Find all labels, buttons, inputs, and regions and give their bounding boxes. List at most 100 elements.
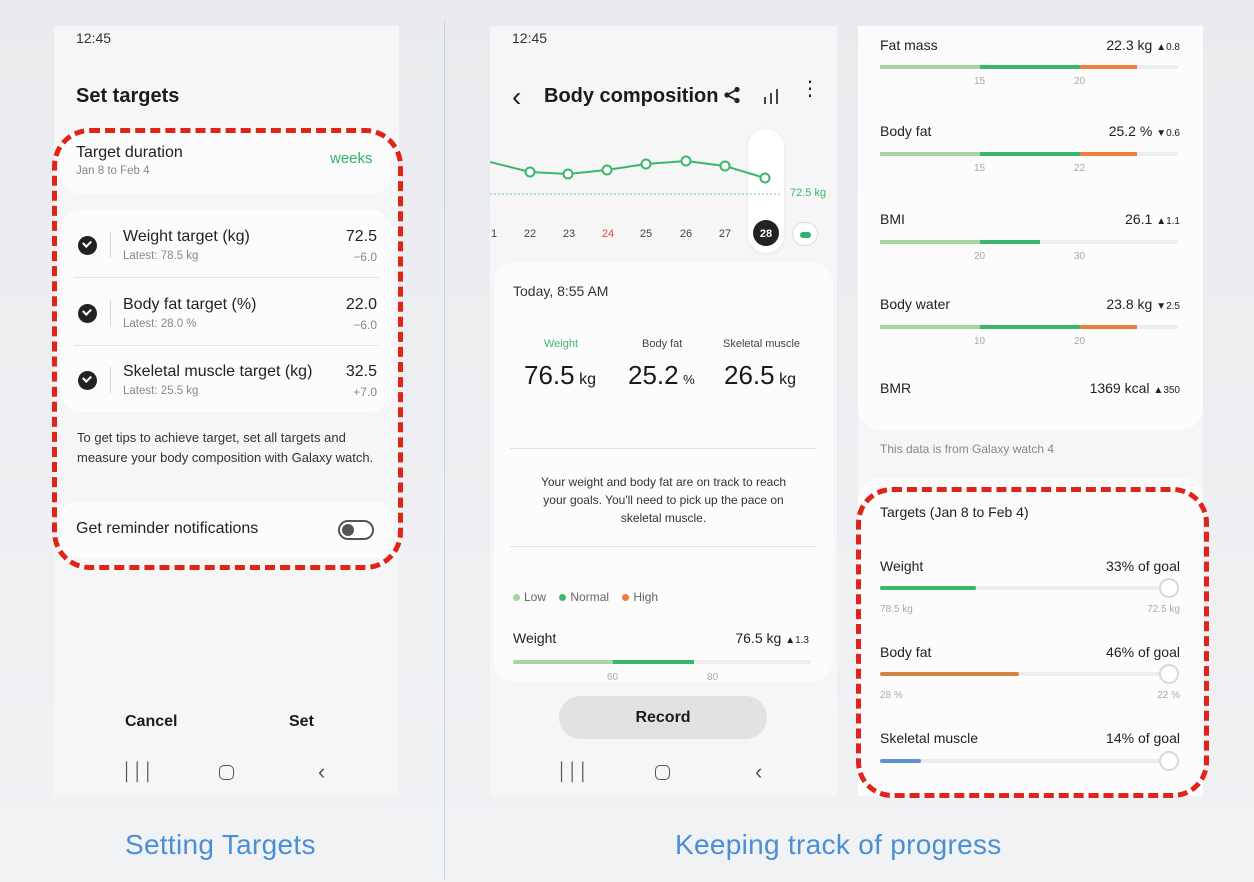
normal-segment [980,65,1080,69]
chart-view-icon[interactable] [762,88,780,104]
weight-target-delta: −6.0 [353,250,377,264]
targets-progress-card: Targets (Jan 8 to Feb 4) Weight 33% of g… [858,478,1203,796]
low-segment [880,240,980,244]
home-icon[interactable] [655,765,670,780]
weight-target-label: Weight target (kg) [123,228,250,245]
day-label[interactable]: 26 [679,228,693,240]
progress-message: Your weight and body fat are on track to… [540,475,787,525]
legend-normal-dot [559,594,567,601]
toggle-knob [342,524,354,536]
weight-range-bar [513,660,811,664]
bodyfat-target-latest: Latest: 28.0 % [123,318,197,330]
row-value: 23.8 kg [1106,296,1153,312]
check-icon[interactable] [78,236,97,255]
cancel-button[interactable]: Cancel [125,713,178,730]
row-value: 22.3 kg [1106,37,1153,53]
muscle-target-label: Skeletal muscle target (kg) [123,363,313,380]
fat-mass-label: Fat mass [880,37,938,53]
normal-segment [613,660,694,664]
caption-tracking-progress: Keeping track of progress [675,829,1002,860]
muscle-target-latest: Latest: 25.5 kg [123,385,199,397]
legend: Low Normal High [513,590,658,604]
recent-apps-icon[interactable]: │││ [557,762,589,781]
low-segment [880,152,980,156]
goal-bodyfat-percent: 46% of goal [1106,644,1180,660]
reminder-label: Get reminder notifications [76,520,259,537]
goal-bodyfat-bar [880,672,1170,676]
day-label[interactable]: 25 [639,228,653,240]
composition-card: Fat mass 22.3 kg ▲0.8 15 20 Body fat 25.… [858,26,1203,430]
normal-segment [980,325,1080,329]
metric-value: 76.5 [524,360,575,390]
metric-weight[interactable]: 76.5 kg [524,360,596,391]
weight-row-label: Weight [513,630,557,646]
row-delta: 1.1 [1166,216,1180,227]
goal-end-icon [1159,751,1179,771]
goal-end-icon [1159,664,1179,684]
recent-apps-icon[interactable]: │││ [122,762,154,781]
bodyfat-target-delta: −6.0 [353,318,377,332]
record-button[interactable]: Record [559,696,767,739]
metric-label-weight: Weight [544,338,579,350]
reminder-card: Get reminder notifications [60,502,393,558]
reminder-toggle[interactable] [338,520,374,540]
selected-day[interactable] [753,220,779,246]
weight-target-value[interactable]: 72.5 [345,228,377,245]
high-segment [1080,65,1137,69]
day-label[interactable]: 22 [523,228,537,240]
more-options-icon[interactable]: ⋮ [800,78,820,100]
low-segment [513,660,613,664]
body-composition-details-screen: Fat mass 22.3 kg ▲0.8 15 20 Body fat 25.… [858,26,1203,796]
day-label[interactable]: 27 [718,228,732,240]
targets-card: Weight target (kg) Latest: 78.5 kg 72.5 … [60,210,393,412]
metric-unit: kg [579,371,596,388]
body-water-value: 23.8 kg ▼2.5 [1106,296,1180,312]
bodyfat-target-label: Body fat target (%) [123,296,257,313]
check-icon[interactable] [78,371,97,390]
metric-muscle[interactable]: 26.5 kg [724,360,796,391]
range-tick: 20 [1074,336,1086,347]
bodyfat-target-value[interactable]: 22.0 [345,296,377,313]
metric-bodyfat[interactable]: 25.2 % [628,360,695,391]
up-arrow-icon: ▲ [1156,216,1167,227]
home-icon[interactable] [219,765,234,780]
share-icon[interactable] [723,86,741,104]
caption-setting-targets: Setting Targets [125,829,316,860]
metric-unit: kg [779,371,796,388]
target-duration-card[interactable]: Target duration Jan 8 to Feb 4 weeks [60,130,393,194]
day-label[interactable]: 24 [601,228,615,240]
back-icon[interactable]: ‹ [318,759,326,784]
trend-chart[interactable] [490,146,837,206]
row-delta: 0.8 [1166,42,1180,53]
goal-end: 72.5 kg [1147,604,1180,615]
divider [510,448,817,449]
up-arrow-icon: ▲ [785,635,796,646]
metric-label-bodyfat: Body fat [642,338,683,350]
goal-progress [880,759,921,763]
tip-text: To get tips to achieve target, set all t… [77,430,374,465]
goal-weight-percent: 33% of goal [1106,558,1180,574]
watch-icon[interactable] [792,222,818,246]
back-icon[interactable]: ‹ [755,759,763,784]
fat-mass-value: 22.3 kg ▲0.8 [1106,37,1180,53]
metric-unit: % [683,372,695,387]
set-button[interactable]: Set [289,713,314,730]
duration-value[interactable]: weeks [330,150,373,167]
details-card: Today, 8:55 AM Weight Body fat Skeletal … [494,262,833,683]
page-title: Set targets [76,85,180,107]
check-icon[interactable] [78,304,97,323]
day-label[interactable]: 23 [562,228,576,240]
divider [110,232,111,258]
back-icon[interactable]: ‹ [512,81,522,112]
day-label[interactable]: 1 [490,228,498,240]
range-tick: 80 [707,672,719,683]
down-arrow-icon: ▼ [1156,301,1167,312]
weight-row-value: 76.5 kg ▲1.3 [735,630,809,646]
set-targets-screen: 12:45 Set targets Target duration Jan 8 … [54,26,399,796]
measured-time: Today, 8:55 AM [513,283,609,299]
goal-weight-label: Weight [880,558,924,574]
muscle-target-value[interactable]: 32.5 [345,363,377,380]
data-source: This data is from Galaxy watch 4 [880,442,1055,456]
row-delta: 2.5 [1166,301,1180,312]
body-water-label: Body water [880,296,951,312]
